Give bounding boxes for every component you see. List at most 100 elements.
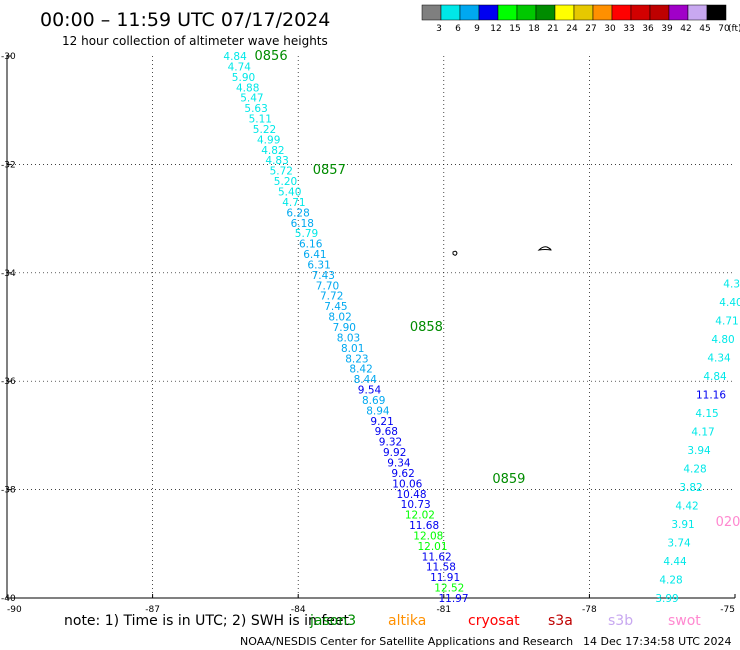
- wave-height-label: 4.34: [707, 353, 731, 365]
- x-tick-label: -78: [582, 605, 597, 615]
- wave-height-label: 11.68: [409, 520, 439, 532]
- plot-axes: -90 -87 -84 -81 -78 -75 -30 -32 -34 -36 -38 -40: [1, 52, 736, 615]
- wave-height-label: 12.01: [417, 541, 447, 553]
- colorbar-swatch: [421, 4, 442, 21]
- satellite-legend-cryosat: cryosat: [468, 613, 520, 629]
- wave-height-label: 10.48: [396, 489, 426, 501]
- wave-height-label: 12.08: [413, 530, 443, 542]
- wave-height-label: 10.73: [401, 499, 431, 511]
- satellite-legend-altika: altika: [388, 613, 426, 629]
- wave-height-label: 7.43: [312, 270, 335, 282]
- wave-height-label: 4.40: [719, 297, 740, 309]
- colorbar-label: 6: [455, 24, 461, 34]
- wave-height-label: 5.47: [240, 93, 263, 105]
- wave-height-label: 4.84: [223, 51, 247, 63]
- pass-time-labels: 0856 0857 0858 0859 020: [255, 49, 740, 530]
- wave-height-label: 4.30: [723, 279, 740, 291]
- colorbar-label: 12: [490, 24, 501, 34]
- page-subtitle: 12 hour collection of altimeter wave hei…: [62, 34, 328, 48]
- colorbar-swatch: [516, 4, 537, 21]
- wave-height-label: 3.74: [667, 538, 691, 550]
- colorbar-label: 18: [528, 24, 540, 34]
- pass-time-label: 020: [716, 515, 740, 530]
- colorbar-label: 33: [623, 24, 634, 34]
- colorbar-swatch: [573, 4, 594, 21]
- wave-height-label: 8.02: [328, 312, 351, 324]
- x-tick-label: -81: [436, 605, 451, 615]
- wave-height-label: 5.90: [232, 72, 255, 84]
- x-tick-label: -84: [291, 605, 306, 615]
- island-outlines: [452, 246, 552, 256]
- wave-height-label: 4.15: [695, 408, 718, 420]
- x-tick-label: -75: [720, 605, 735, 615]
- wave-height-label: 11.58: [426, 562, 456, 574]
- colorbar-swatch: [592, 4, 613, 21]
- wave-height-labels: 4.844.745.904.885.475.635.115.224.994.82…: [223, 51, 740, 605]
- y-tick-label: -38: [1, 486, 16, 496]
- y-tick-label: -40: [1, 594, 16, 604]
- satellite-legend-s3b: s3b: [608, 613, 633, 629]
- colorbar-label: 70: [718, 24, 730, 34]
- colorbar-swatch: [535, 4, 556, 21]
- colorbar-label: 15: [509, 24, 520, 34]
- satellite-legend-swot: swot: [668, 613, 701, 629]
- wave-height-label: 9.62: [391, 468, 414, 480]
- colorbar-swatch: [440, 4, 461, 21]
- wave-height-label: 7.45: [324, 301, 347, 313]
- wave-height-label: 4.80: [711, 334, 734, 346]
- colorbar-swatch: [706, 4, 727, 21]
- wave-height-label: 8.23: [345, 353, 368, 365]
- y-tick-label: -36: [1, 377, 16, 387]
- colorbar-swatch: [649, 4, 670, 21]
- colorbar-swatch: [478, 4, 499, 21]
- footer-timestamp: 14 Dec 17:34:58 UTC 2024: [583, 635, 731, 648]
- wave-height-label: 4.28: [659, 575, 682, 587]
- wave-height-label: 7.70: [316, 280, 339, 292]
- wave-height-label: 5.40: [278, 187, 301, 199]
- wave-height-label: 11.16: [696, 390, 726, 402]
- colorbar-swatch: [611, 4, 632, 21]
- island-outline: [537, 246, 552, 251]
- wave-height-label: 4.44: [663, 556, 687, 568]
- wave-height-label: 6.41: [303, 249, 326, 261]
- wave-height-label: 9.32: [379, 437, 402, 449]
- wave-height-label: 6.16: [299, 239, 323, 251]
- colorbar-label: 21: [547, 24, 558, 34]
- wave-height-label: 9.68: [375, 426, 398, 438]
- page-title: 00:00 – 11:59 UTC 07/17/2024: [40, 9, 330, 31]
- colorbar-swatch: [554, 4, 575, 21]
- wave-height-label: 9.34: [387, 458, 411, 470]
- wave-height-label: 12.02: [405, 510, 435, 522]
- wave-height-label: 5.20: [274, 176, 297, 188]
- pass-time-label: 0858: [410, 320, 443, 335]
- x-tick-label: -90: [7, 605, 22, 615]
- wave-height-label: 8.03: [337, 332, 360, 344]
- colorbar-label: 27: [585, 24, 596, 34]
- colorbar-unit: (ft): [728, 24, 740, 34]
- colorbar-swatch: [630, 4, 651, 21]
- wave-height-label: 4.99: [257, 134, 280, 146]
- wave-height-label: 5.63: [244, 103, 267, 115]
- wave-height-label: 8.42: [349, 364, 372, 376]
- wave-height-label: 5.72: [270, 166, 293, 178]
- wave-height-label: 5.11: [249, 114, 272, 126]
- wave-height-label: 4.71: [715, 316, 738, 328]
- y-tick-label: -34: [1, 269, 16, 279]
- wave-height-label: 8.94: [366, 405, 390, 417]
- wave-height-label: 4.71: [282, 197, 305, 209]
- pass-time-label: 0859: [492, 472, 525, 487]
- colorbar-label: 42: [680, 24, 691, 34]
- satellite-legend: jason3 altika cryosat s3a s3b swot: [309, 613, 701, 629]
- x-tick-label: -87: [145, 605, 160, 615]
- wave-height-label: 7.90: [333, 322, 356, 334]
- wave-height-label: 9.54: [358, 385, 382, 397]
- wave-height-label: 3.82: [679, 482, 702, 494]
- colorbar-label: 3: [436, 24, 442, 34]
- pass-time-label: 0857: [313, 163, 346, 178]
- wave-height-label: 4.88: [236, 82, 259, 94]
- y-tick-label: -32: [1, 160, 16, 170]
- colorbar-label: 24: [566, 24, 578, 34]
- wave-height-label: 8.69: [362, 395, 385, 407]
